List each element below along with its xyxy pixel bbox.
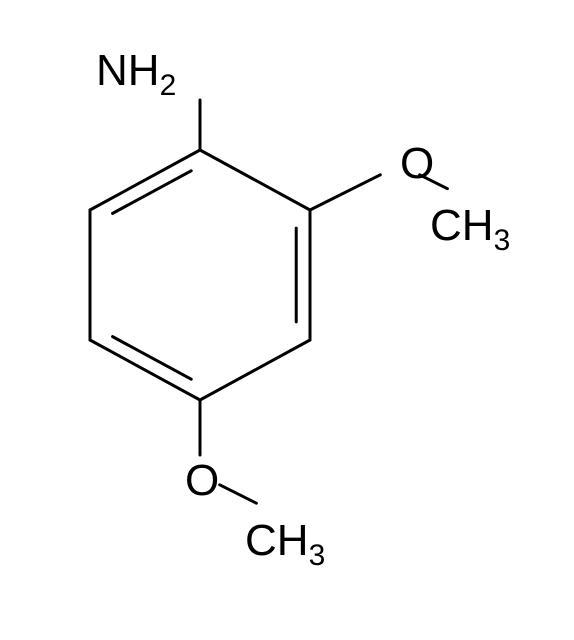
- label-o5: O: [185, 456, 219, 505]
- label-o3: O: [400, 139, 434, 188]
- label-ch3-a: CH3: [430, 201, 510, 257]
- chemical-structure: NH2 O CH3 O CH3: [0, 0, 574, 640]
- bond-c3-o: [310, 175, 380, 210]
- label-ch3-b: CH3: [245, 516, 325, 572]
- bond-c2-c3: [200, 150, 310, 210]
- bond-c5-c6: [90, 340, 200, 400]
- label-nh2: NH2: [96, 46, 176, 102]
- bond-o5-ch3: [220, 485, 257, 503]
- bond-c4-c5: [200, 340, 310, 400]
- bond-c1-c2: [90, 150, 200, 210]
